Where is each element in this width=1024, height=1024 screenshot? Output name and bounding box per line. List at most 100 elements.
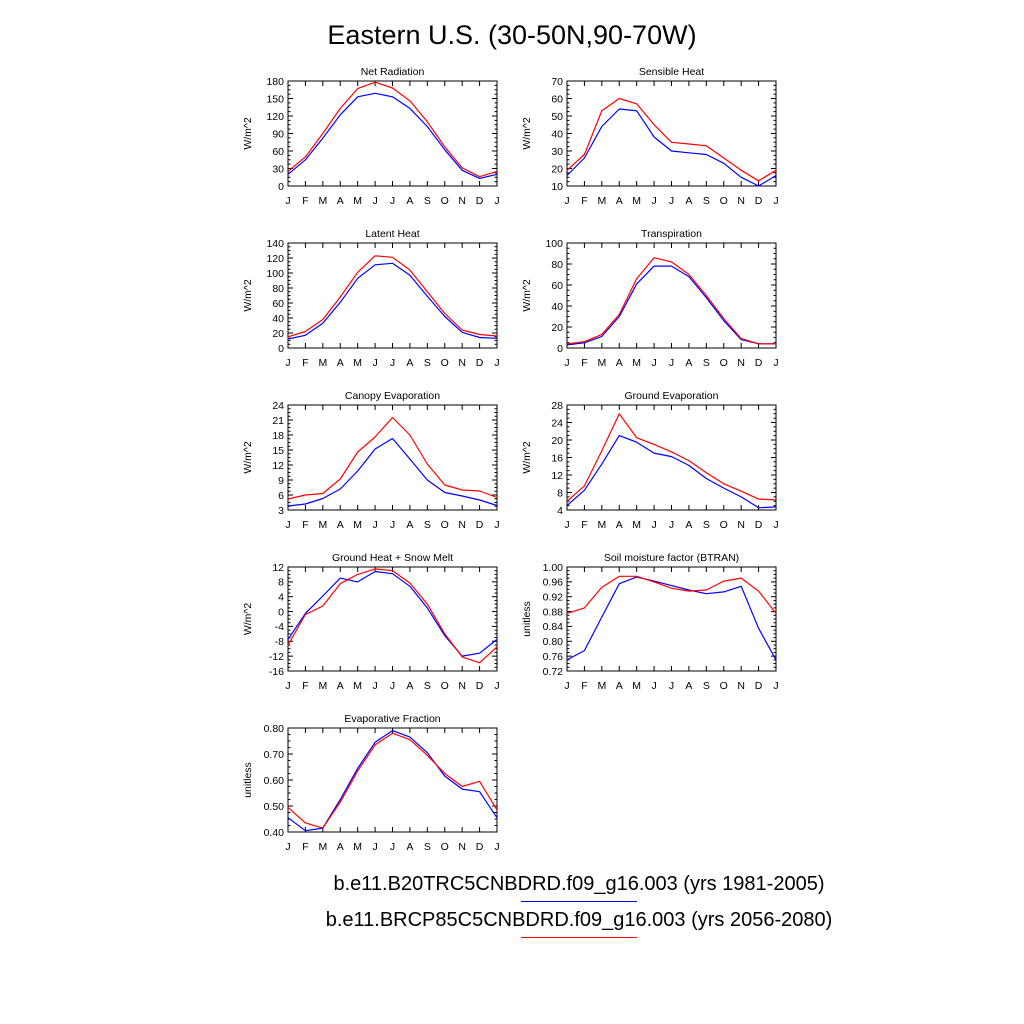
y-tick-label: 70 [551, 76, 563, 88]
y-tick-label: -4 [275, 621, 284, 633]
series-line-1 [566, 435, 777, 509]
page-title: Eastern U.S. (30-50N,90-70W) [327, 20, 697, 50]
y-tick-label: 24 [551, 417, 563, 429]
x-tick-label: J [390, 680, 395, 692]
x-tick-label: J [372, 680, 377, 692]
x-tick-label: M [318, 357, 327, 369]
x-tick-label: N [737, 195, 745, 207]
x-tick-label: J [494, 680, 499, 692]
y-tick-label: 50 [551, 111, 563, 123]
x-tick-label: J [494, 841, 499, 853]
x-tick-label: J [390, 519, 395, 531]
y-tick-label: 21 [272, 415, 284, 427]
y-tick-label: 12 [272, 460, 284, 472]
series-line-1 [566, 576, 777, 661]
x-tick-label: J [285, 519, 290, 531]
x-tick-label: M [353, 841, 362, 853]
series-line-2 [566, 97, 777, 182]
y-tick-label: 40 [272, 313, 284, 325]
y-tick-label: 180 [266, 76, 284, 88]
y-tick-label: 60 [551, 93, 563, 105]
x-tick-label: S [703, 195, 710, 207]
x-tick-label: M [597, 680, 606, 692]
y-tick-label: 0 [278, 606, 284, 618]
y-tick-label: 120 [266, 253, 284, 265]
x-tick-label: A [616, 519, 623, 531]
y-axis-label: W/m^2 [521, 441, 533, 474]
chart-panel-7: Ground Heat + Snow Melt W/m^2 -16 -12 -8 -4 0 4… [242, 552, 500, 692]
y-tick-label: 60 [272, 298, 284, 310]
x-tick-label: S [703, 519, 710, 531]
y-axis-label: unitless [242, 762, 254, 798]
y-tick-label: 0 [278, 343, 284, 355]
x-tick-label: O [720, 357, 728, 369]
y-axis-label: W/m^2 [242, 441, 254, 474]
x-tick-label: M [353, 680, 362, 692]
x-tick-label: O [441, 841, 449, 853]
y-tick-label: 20 [551, 163, 563, 175]
x-tick-label: A [685, 357, 692, 369]
x-tick-label: J [285, 195, 290, 207]
x-tick-label: S [424, 195, 431, 207]
y-tick-label: 28 [551, 400, 563, 412]
y-tick-label: 18 [272, 430, 284, 442]
x-tick-label: A [616, 195, 623, 207]
panel-title: Latent Heat [365, 228, 419, 240]
x-tick-label: J [564, 195, 569, 207]
x-tick-label: O [441, 195, 449, 207]
y-axis-label: W/m^2 [521, 117, 533, 150]
y-tick-label: 0.80 [264, 723, 285, 735]
y-tick-label: -12 [269, 651, 284, 663]
y-tick-label: 90 [272, 128, 284, 140]
x-tick-label: F [581, 519, 587, 531]
series-line-1 [287, 729, 498, 832]
x-tick-label: S [424, 519, 431, 531]
x-tick-label: O [441, 680, 449, 692]
y-tick-label: 60 [551, 280, 563, 292]
panel-title: Transpiration [641, 228, 702, 240]
x-tick-label: S [703, 680, 710, 692]
y-tick-label: 40 [551, 128, 563, 140]
x-tick-label: J [669, 195, 674, 207]
x-tick-label: N [458, 841, 466, 853]
y-tick-label: 6 [278, 490, 284, 502]
x-tick-label: F [302, 519, 308, 531]
x-tick-label: J [564, 680, 569, 692]
y-tick-label: 15 [272, 445, 284, 457]
x-tick-label: J [372, 841, 377, 853]
y-tick-label: 0.88 [543, 606, 564, 618]
x-tick-label: A [616, 680, 623, 692]
y-tick-label: 0.70 [264, 749, 285, 761]
legend-entry-1-label: b.e11.B20TRC5CNBDRD.f09_g16.003 (yrs 198… [333, 873, 825, 895]
plot-frame [287, 242, 498, 349]
y-tick-label: 4 [278, 592, 284, 604]
x-tick-label: M [632, 680, 641, 692]
y-tick-label: 20 [551, 435, 563, 447]
x-tick-label: J [773, 680, 778, 692]
x-tick-label: O [441, 357, 449, 369]
y-tick-label: 100 [545, 238, 563, 250]
x-tick-label: O [720, 680, 728, 692]
panel-title: Sensible Heat [639, 66, 704, 78]
plot-frame [566, 566, 777, 672]
series-line-2 [566, 575, 777, 614]
x-tick-label: J [773, 357, 778, 369]
x-tick-label: D [476, 680, 484, 692]
panel-title: Canopy Evaporation [345, 390, 440, 402]
y-tick-label: 12 [272, 562, 284, 574]
x-tick-label: J [651, 195, 656, 207]
y-tick-label: 60 [272, 146, 284, 158]
x-tick-label: S [424, 680, 431, 692]
x-tick-label: J [372, 519, 377, 531]
x-tick-label: M [632, 195, 641, 207]
x-tick-label: O [720, 195, 728, 207]
x-tick-label: N [458, 519, 466, 531]
series-line-2 [287, 255, 498, 338]
series-line-2 [287, 568, 498, 664]
x-tick-label: A [337, 357, 344, 369]
x-tick-label: J [669, 680, 674, 692]
x-tick-label: J [372, 357, 377, 369]
